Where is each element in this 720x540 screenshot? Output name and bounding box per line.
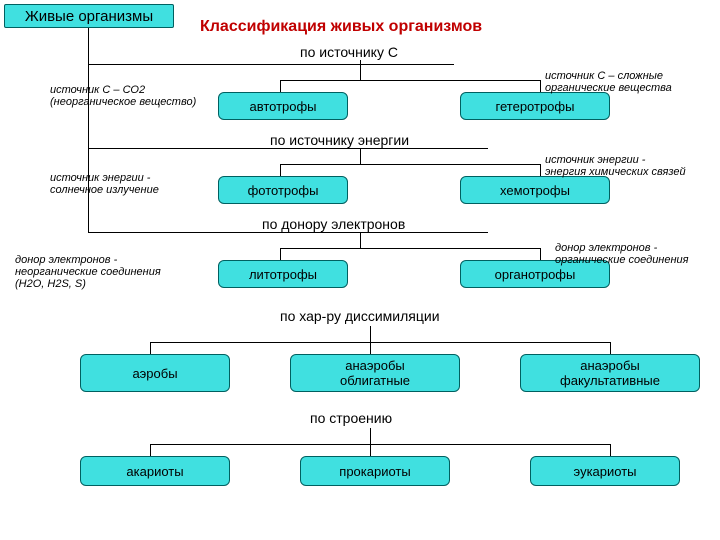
s3-left-box: литотрофы: [218, 260, 348, 288]
root-box: Живые организмы: [4, 4, 174, 28]
s4-box2: анаэробыоблигатные: [290, 354, 460, 392]
s5-box2: прокариоты: [300, 456, 450, 486]
s2-left-label: источник энергии -солнечное излучение: [50, 172, 210, 196]
s2-left-box: фототрофы: [218, 176, 348, 204]
s5-stem: [370, 428, 371, 444]
s2-l-drop: [280, 164, 281, 176]
s4-d3: [610, 342, 611, 354]
s1-left-box: автотрофы: [218, 92, 348, 120]
s3-right-label: донор электронов -органические соединени…: [555, 242, 720, 266]
section3-header: по донору электронов: [262, 216, 405, 232]
section2-header: по источнику энергии: [270, 132, 409, 148]
s2-top: [88, 148, 488, 149]
s3-branch: [280, 248, 540, 249]
s2-right-box: хемотрофы: [460, 176, 610, 204]
s3-stem: [360, 232, 361, 248]
s2-spine: [88, 80, 89, 148]
s4-d2: [370, 342, 371, 354]
s3-spine: [88, 148, 89, 232]
s2-r-drop: [540, 164, 541, 176]
s3-left-label: донор электронов -неорганические соедине…: [15, 254, 215, 290]
spine-line: [88, 28, 89, 80]
s2-right-label: источник энергии -энергия химических свя…: [545, 154, 720, 178]
s5-box3: эукариоты: [530, 456, 680, 486]
s3-r-drop: [540, 248, 541, 260]
s5-d3: [610, 444, 611, 456]
s1-top-line: [88, 64, 454, 65]
s5-branch: [150, 444, 610, 445]
s1-l-drop: [280, 80, 281, 92]
s5-box1: акариоты: [80, 456, 230, 486]
section5-header: по строению: [310, 410, 392, 426]
s5-d2: [370, 444, 371, 456]
s4-box1: аэробы: [80, 354, 230, 392]
s1-r-drop: [540, 80, 541, 92]
section4-header: по хар-ру диссимиляции: [280, 308, 440, 324]
s1-right-label: источник С – сложныеорганические веществ…: [545, 70, 720, 94]
s1-left-label: источник С – СО2(неорганическое вещество…: [50, 84, 230, 108]
s3-top: [88, 232, 488, 233]
s4-stem: [370, 326, 371, 342]
s4-d1: [150, 342, 151, 354]
s2-branch: [280, 164, 540, 165]
s1-stem: [360, 64, 361, 80]
s2-stem: [360, 148, 361, 164]
main-title: Классификация живых организмов: [200, 18, 482, 36]
section1-header: по источнику С: [300, 44, 398, 60]
s4-branch: [150, 342, 610, 343]
s4-box3: анаэробыфакультативные: [520, 354, 700, 392]
s5-d1: [150, 444, 151, 456]
s1-right-box: гетеротрофы: [460, 92, 610, 120]
s1-branch: [280, 80, 540, 81]
s3-l-drop: [280, 248, 281, 260]
